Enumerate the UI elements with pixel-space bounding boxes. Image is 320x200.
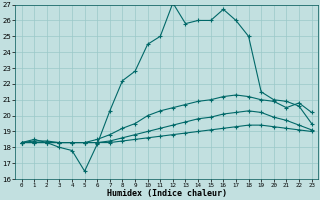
X-axis label: Humidex (Indice chaleur): Humidex (Indice chaleur)	[107, 189, 227, 198]
